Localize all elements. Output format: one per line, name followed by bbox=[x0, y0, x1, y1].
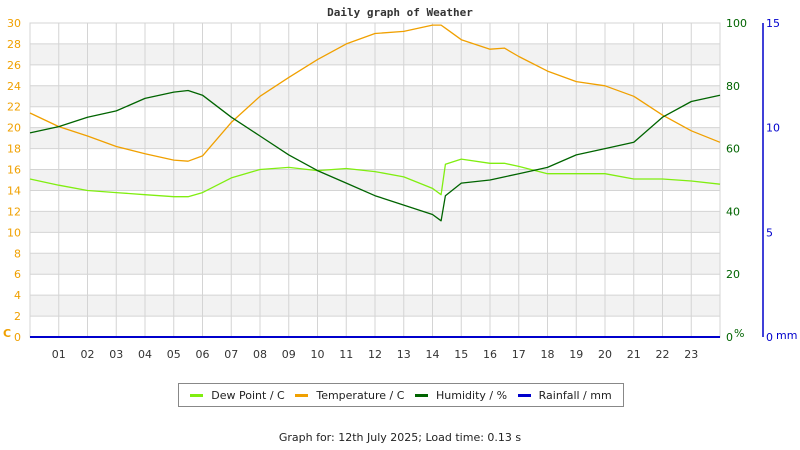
left-tick-label: 14 bbox=[7, 184, 21, 197]
x-tick-label: 06 bbox=[196, 348, 210, 361]
rain-axis-unit: mm bbox=[776, 329, 797, 342]
rain-tick-label: 15 bbox=[766, 17, 780, 30]
x-tick-label: 05 bbox=[167, 348, 181, 361]
left-tick-label: 2 bbox=[14, 310, 21, 323]
x-tick-label: 20 bbox=[598, 348, 612, 361]
x-axis-ticks: 01 02 03 04 05 06 07 08 09 10 11 12 13 14 15 16 17 18 19 20… bbox=[52, 348, 699, 361]
legend-item-rainfall: Rainfall / mm bbox=[517, 389, 612, 402]
x-tick-label: 04 bbox=[138, 348, 152, 361]
humidity-tick-label: 40 bbox=[726, 205, 740, 218]
left-tick-label: 24 bbox=[7, 80, 21, 93]
rain-tick-label: 10 bbox=[766, 122, 780, 135]
humidity-swatch bbox=[415, 393, 429, 397]
x-tick-label: 21 bbox=[627, 348, 641, 361]
x-tick-label: 01 bbox=[52, 348, 66, 361]
x-tick-label: 03 bbox=[109, 348, 123, 361]
left-tick-label: 8 bbox=[14, 247, 21, 260]
left-tick-label: 0 bbox=[14, 331, 21, 344]
temperature-swatch bbox=[295, 393, 309, 397]
x-tick-label: 13 bbox=[397, 348, 411, 361]
x-tick-label: 22 bbox=[656, 348, 670, 361]
temperature-line bbox=[29, 24, 721, 162]
left-tick-label: 16 bbox=[7, 164, 21, 177]
humidity-tick-label: 20 bbox=[726, 268, 740, 281]
left-tick-label: 6 bbox=[14, 268, 21, 281]
dew-point-swatch bbox=[190, 393, 204, 397]
left-tick-label: 10 bbox=[7, 226, 21, 239]
legend: Dew Point / C Temperature / C Humidity /… bbox=[178, 383, 624, 407]
humidity-axis-ticks: 0 20 40 60 80 100 bbox=[726, 17, 747, 344]
x-tick-label: 17 bbox=[512, 348, 526, 361]
left-tick-label: 4 bbox=[14, 289, 21, 302]
left-tick-label: 20 bbox=[7, 122, 21, 135]
left-tick-label: 18 bbox=[7, 143, 21, 156]
dew-point-line bbox=[29, 158, 721, 198]
x-tick-label: 07 bbox=[224, 348, 238, 361]
left-tick-label: 30 bbox=[7, 17, 21, 30]
x-tick-label: 02 bbox=[81, 348, 95, 361]
x-tick-label: 19 bbox=[569, 348, 583, 361]
legend-item-dew-point: Dew Point / C bbox=[190, 389, 285, 402]
humidity-tick-label: 60 bbox=[726, 143, 740, 156]
x-tick-label: 16 bbox=[483, 348, 497, 361]
legend-item-temperature: Temperature / C bbox=[295, 389, 404, 402]
legend-item-humidity: Humidity / % bbox=[415, 389, 507, 402]
humidity-axis-unit: % bbox=[734, 327, 744, 340]
rain-axis-ticks: 0 5 10 15 bbox=[766, 17, 780, 344]
humidity-tick-label: 80 bbox=[726, 80, 740, 93]
left-tick-label: 22 bbox=[7, 101, 21, 114]
rain-tick-label: 5 bbox=[766, 226, 773, 239]
left-tick-label: 26 bbox=[7, 59, 21, 72]
x-tick-label: 15 bbox=[454, 348, 468, 361]
left-axis-unit: C bbox=[3, 327, 11, 340]
rainfall-swatch bbox=[517, 393, 531, 397]
x-tick-label: 09 bbox=[282, 348, 296, 361]
data-series bbox=[29, 24, 721, 338]
x-tick-label: 10 bbox=[311, 348, 325, 361]
left-tick-label: 28 bbox=[7, 38, 21, 51]
humidity-line bbox=[29, 89, 721, 222]
x-tick-label: 23 bbox=[684, 348, 698, 361]
rain-tick-label: 0 bbox=[766, 331, 773, 344]
x-tick-label: 14 bbox=[426, 348, 440, 361]
humidity-tick-label: 100 bbox=[726, 17, 747, 30]
humidity-tick-label: 0 bbox=[726, 331, 733, 344]
chart-title: Daily graph of Weather bbox=[327, 6, 473, 19]
left-tick-label: 12 bbox=[7, 205, 21, 218]
x-tick-label: 11 bbox=[339, 348, 353, 361]
x-tick-label: 12 bbox=[368, 348, 382, 361]
x-tick-label: 08 bbox=[253, 348, 267, 361]
x-tick-label: 18 bbox=[541, 348, 555, 361]
vertical-gridlines bbox=[58, 23, 692, 337]
footer-status: Graph for: 12th July 2025; Load time: 0.… bbox=[278, 431, 522, 444]
